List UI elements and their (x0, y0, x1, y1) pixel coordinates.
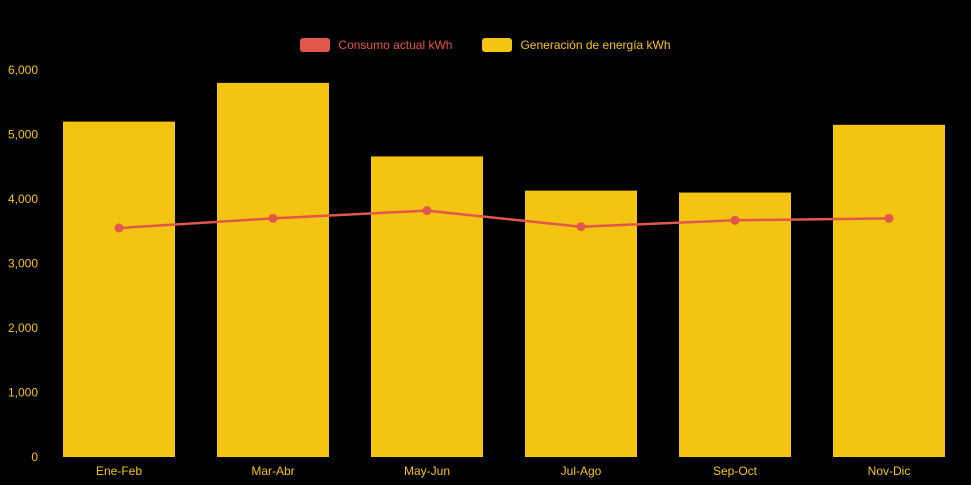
generacion-bar-swatch-icon (482, 38, 513, 52)
legend-item-consumo[interactable]: Consumo actual kWh (300, 38, 452, 52)
x-axis-tick-label: Mar-Abr (251, 464, 294, 478)
x-axis-tick-label: Nov-Dic (868, 464, 911, 478)
bar-jul-ago (525, 190, 637, 458)
y-axis-tick-label: 3,000 (8, 257, 38, 271)
bar-may-jun (371, 156, 483, 457)
x-axis-tick-label: May-Jun (404, 464, 450, 478)
y-axis-tick-label: 6,000 (8, 63, 38, 77)
bar-ene-feb (63, 121, 175, 457)
consumo-line-point-mar-abr (268, 213, 278, 223)
bar-sep-oct (679, 192, 791, 458)
legend-label-consumo: Consumo actual kWh (338, 38, 453, 52)
bar-mar-abr (217, 82, 329, 458)
chart-legend: Consumo actual kWh Generación de energía… (0, 38, 971, 52)
y-axis-tick-label: 0 (31, 450, 38, 464)
consumo-line-swatch-icon (300, 38, 331, 52)
consumo-line-point-sep-oct (730, 215, 740, 225)
x-axis-tick-label: Ene-Feb (96, 464, 142, 478)
x-axis-tick-label: Sep-Oct (713, 464, 758, 478)
y-axis-tick-label: 5,000 (8, 128, 38, 142)
consumo-line-point-ene-feb (114, 223, 124, 233)
legend-label-generacion: Generación de energía kWh (520, 38, 671, 52)
x-axis-tick-label: Jul-Ago (561, 464, 602, 478)
consumo-line-point-may-jun (422, 206, 432, 216)
consumo-line-point-jul-ago (576, 222, 586, 232)
y-axis-tick-label: 2,000 (8, 321, 38, 335)
consumo-line (118, 209, 890, 230)
y-axis-tick-label: 1,000 (8, 386, 38, 400)
legend-item-generacion[interactable]: Generación de energía kWh (482, 38, 671, 52)
consumo-line-point-nov-dic (884, 213, 894, 223)
bar-nov-dic (833, 124, 945, 457)
y-axis-tick-label: 4,000 (8, 192, 38, 206)
